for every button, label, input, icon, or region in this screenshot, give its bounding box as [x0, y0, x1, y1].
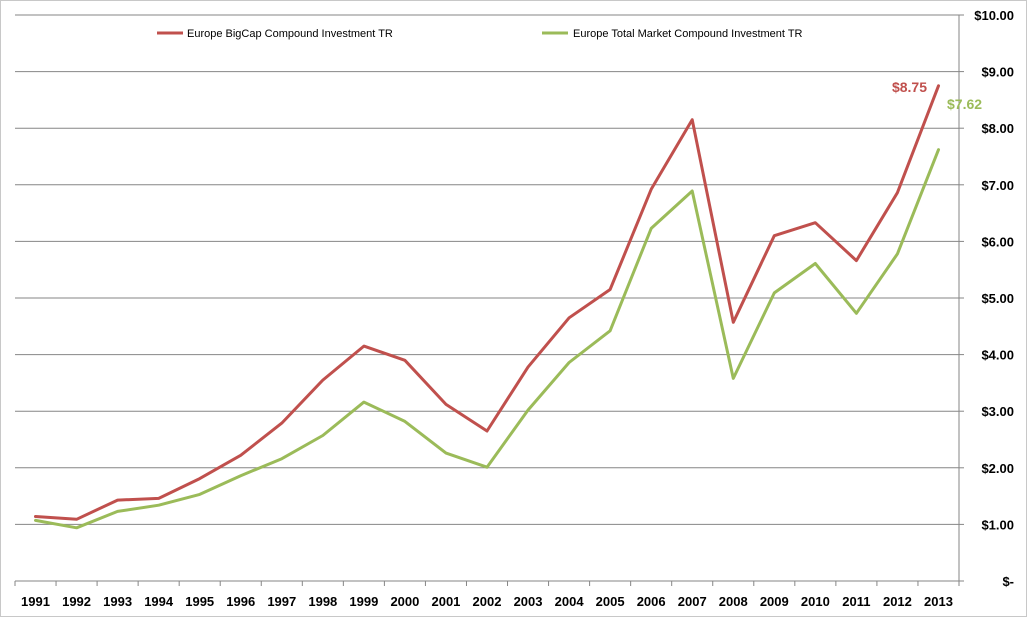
- legend: Europe BigCap Compound Investment TR Euro…: [157, 28, 803, 40]
- x-tick-label: 2006: [637, 594, 666, 609]
- x-tick-label: 1997: [267, 594, 296, 609]
- x-tick-label: 2011: [842, 594, 870, 609]
- y-tick-label: $-: [1002, 574, 1014, 589]
- legend-label: Europe Total Market Compound Investment …: [573, 28, 803, 40]
- x-tick-label: 1992: [62, 594, 91, 609]
- end-value-labels: $8.75 $7.62: [892, 79, 982, 112]
- y-axis-tick-labels: $- $1.00 $2.00 $3.00 $4.00 $5.00 $6.00 $7.00 $8.…: [974, 8, 1014, 589]
- x-tick-label: 2013: [924, 594, 953, 609]
- end-value-label: $7.62: [947, 96, 982, 112]
- x-tick-label: 1993: [103, 594, 132, 609]
- x-tick-label: 1999: [349, 594, 378, 609]
- x-tick-label: 1995: [185, 594, 214, 609]
- y-tick-label: $8.00: [981, 121, 1014, 136]
- x-tick-label: 1998: [308, 594, 337, 609]
- x-tick-label: 2002: [473, 594, 502, 609]
- x-tick-label: 2010: [801, 594, 830, 609]
- x-tick-label: 1994: [144, 594, 174, 609]
- x-axis-tick-labels: 1991 1992 1993 1994 1995 1996 1997 1998 1999 2000…: [21, 594, 953, 609]
- x-tick-label: 2007: [678, 594, 707, 609]
- x-tick-label: 2012: [883, 594, 912, 609]
- x-tick-label: 2001: [431, 594, 460, 609]
- end-value-label: $8.75: [892, 79, 927, 95]
- y-tick-label: $4.00: [981, 348, 1014, 363]
- y-tick-label: $3.00: [981, 404, 1014, 419]
- series-line-2: [34, 148, 940, 530]
- y-tick-label: $10.00: [974, 8, 1014, 23]
- x-tick-label: 2008: [719, 594, 748, 609]
- x-tick-label: 2005: [596, 594, 625, 609]
- y-tick-label: $2.00: [981, 461, 1014, 476]
- x-tick-label: 1996: [226, 594, 255, 609]
- axes: [14, 14, 964, 586]
- series-lines: [34, 84, 940, 530]
- y-tick-label: $1.00: [981, 517, 1014, 532]
- y-tick-label: $7.00: [981, 178, 1014, 193]
- series-line-1: [34, 84, 940, 521]
- x-tick-label: 2009: [760, 594, 789, 609]
- gridlines: [15, 14, 959, 525]
- y-tick-label: $5.00: [981, 291, 1014, 306]
- x-tick-label: 2004: [555, 594, 585, 609]
- x-tick-label: 2003: [514, 594, 543, 609]
- y-tick-label: $9.00: [981, 65, 1014, 80]
- x-tick-label: 2000: [390, 594, 419, 609]
- x-tick-label: 1991: [21, 594, 50, 609]
- legend-label: Europe BigCap Compound Investment TR: [187, 28, 393, 40]
- y-tick-label: $6.00: [981, 234, 1014, 249]
